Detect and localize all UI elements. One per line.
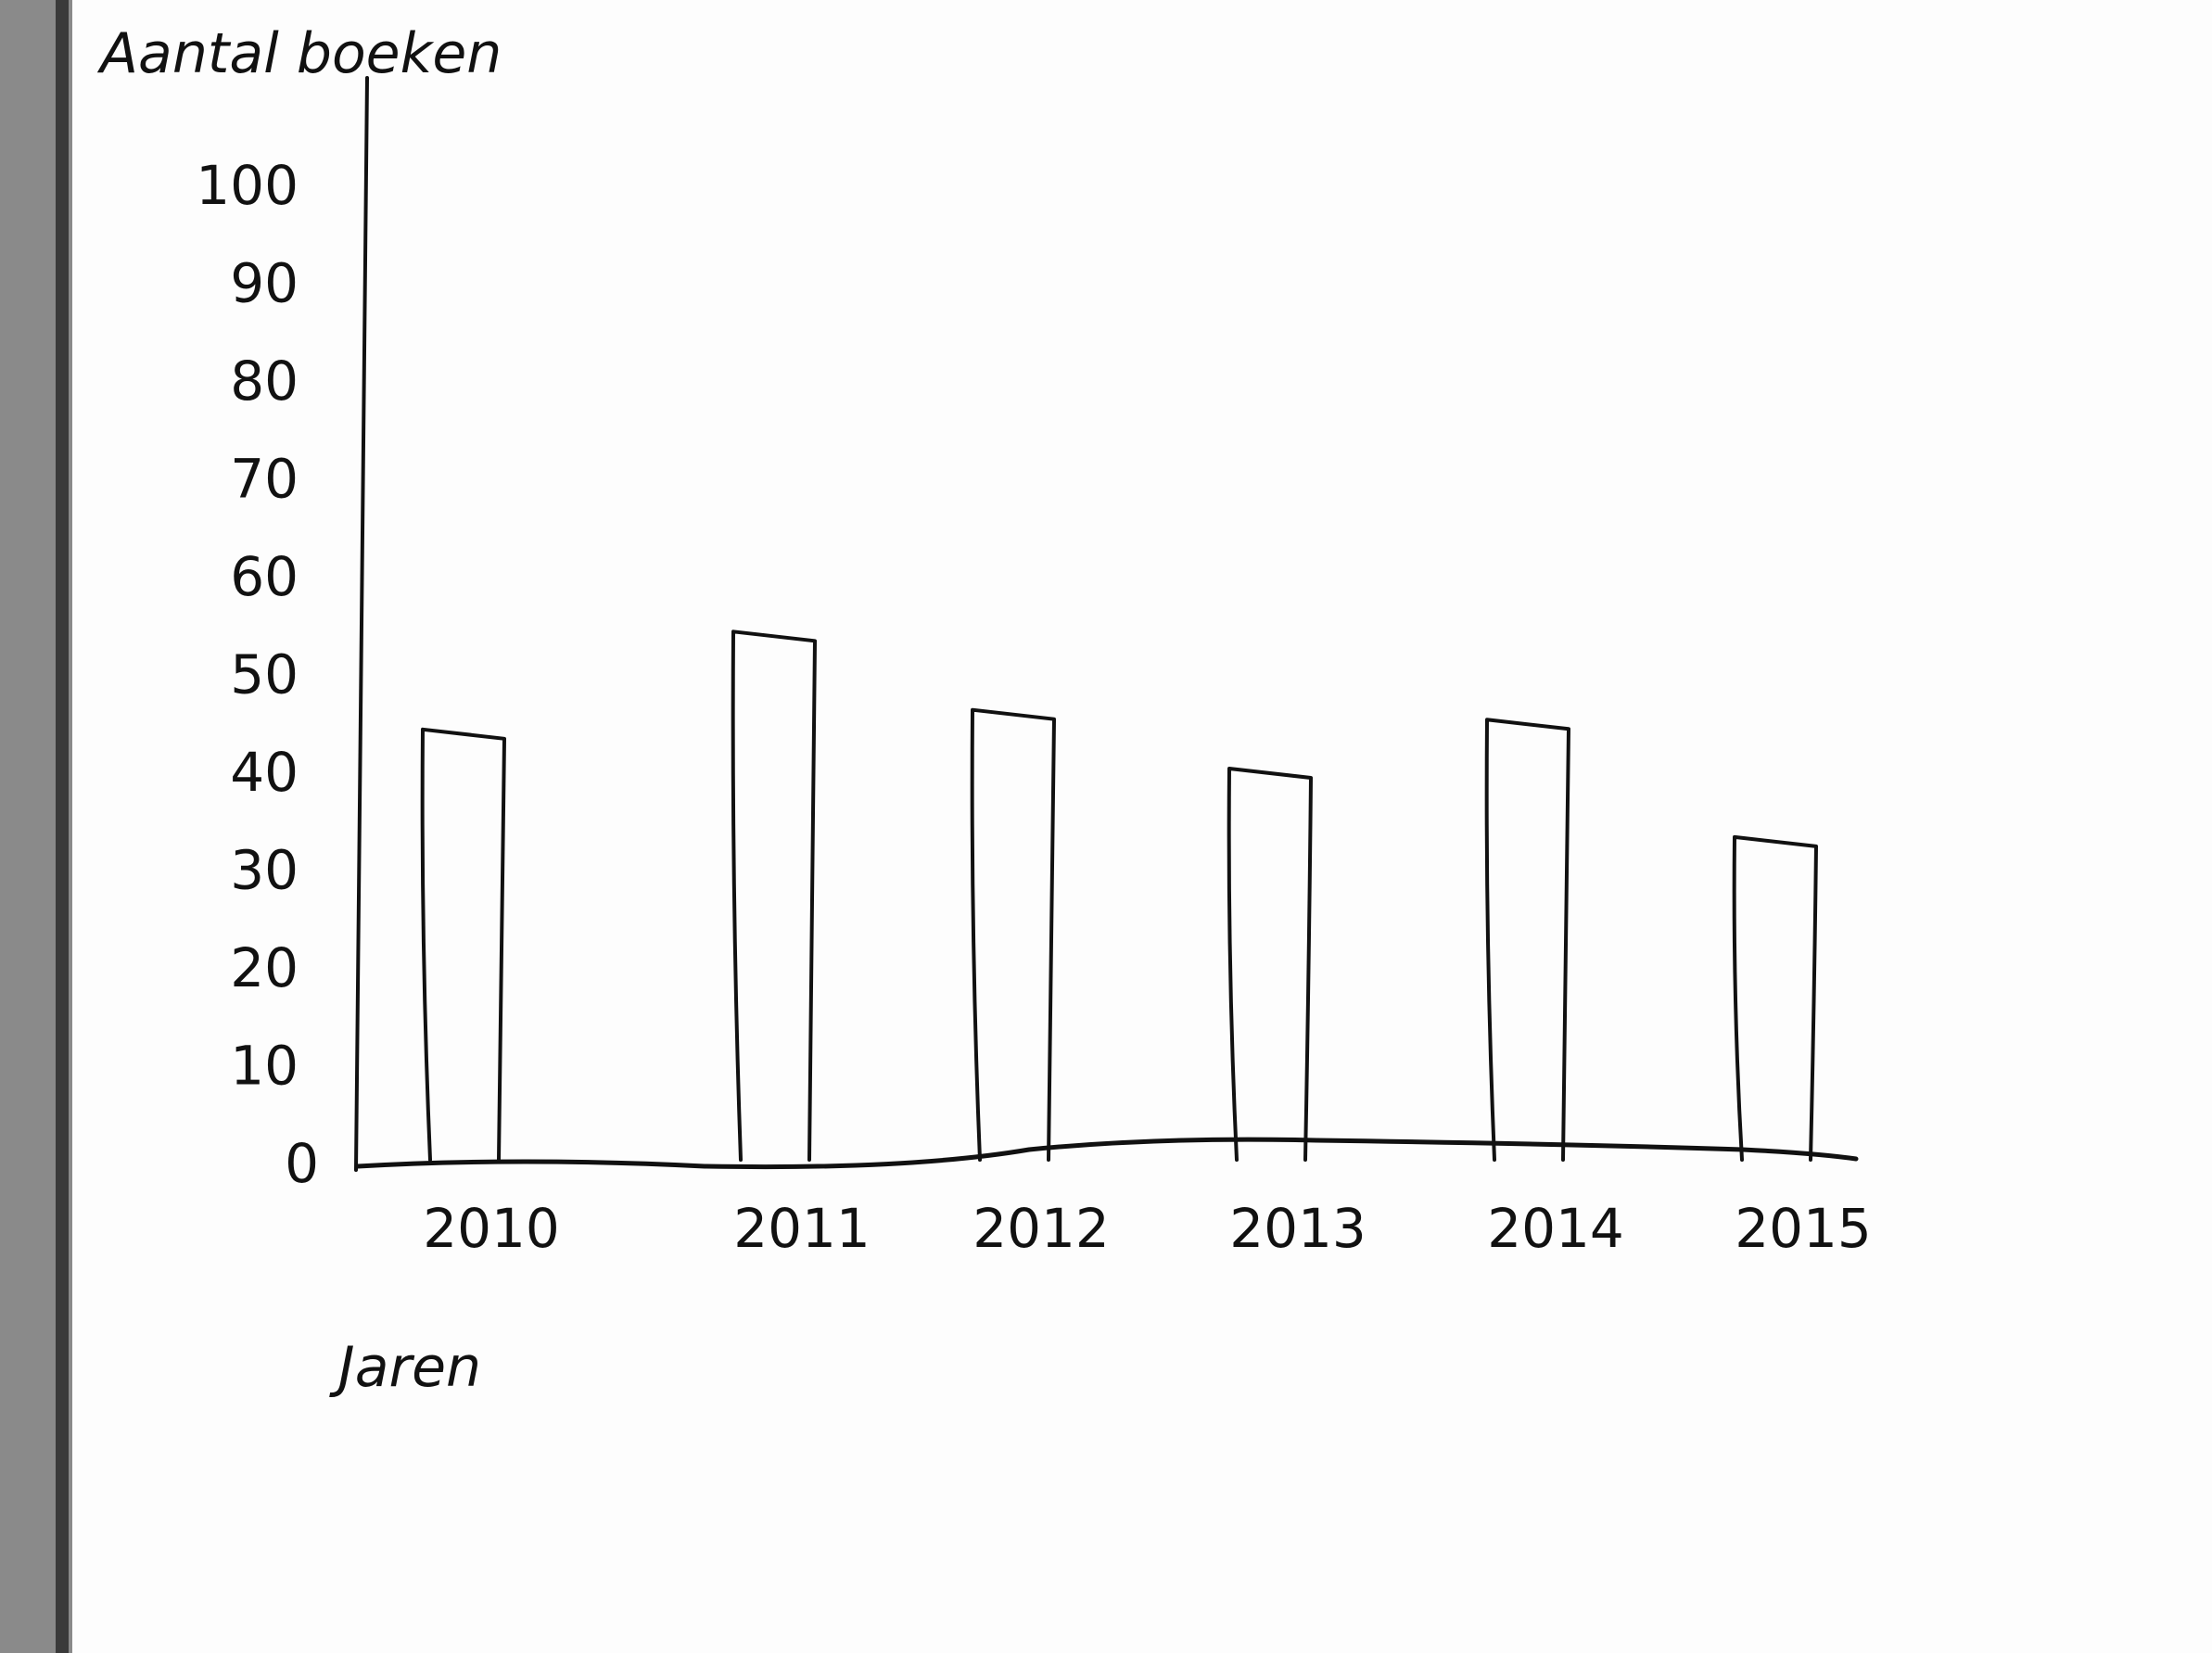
y-tick-label: 50 — [230, 643, 299, 706]
y-tick-label: 10 — [230, 1035, 299, 1098]
x-tick-label-2013: 2013 — [1229, 1197, 1367, 1260]
bar-2010 — [420, 727, 506, 1162]
y-axis-title: Aantal boeken — [96, 21, 502, 86]
y-tick-label: 40 — [230, 741, 299, 804]
x-axis-title: Jaren — [329, 1335, 481, 1400]
bar-2012 — [970, 707, 1056, 1162]
y-tick-label: 70 — [230, 448, 299, 511]
bars — [420, 629, 1818, 1162]
x-tick-labels: 2010 2011 2012 2013 2014 2015 — [423, 1197, 1872, 1260]
y-tick-label: 0 — [285, 1132, 319, 1195]
x-tick-label-2011: 2011 — [733, 1197, 871, 1260]
y-tick-label: 20 — [230, 936, 299, 999]
x-axis-line — [355, 1137, 1859, 1170]
x-tick-label-2010: 2010 — [423, 1197, 560, 1260]
y-tick-label: 30 — [230, 839, 299, 902]
y-tick-label: 100 — [196, 154, 299, 217]
y-tick-label: 60 — [230, 545, 299, 608]
y-tick-label: 90 — [230, 252, 299, 315]
paper-edge-highlight — [56, 0, 69, 1653]
x-tick-label-2014: 2014 — [1487, 1197, 1624, 1260]
bar-2015 — [1732, 834, 1818, 1162]
bar-2013 — [1227, 767, 1313, 1162]
y-tick-label: 80 — [230, 350, 299, 413]
x-tick-label-2012: 2012 — [973, 1197, 1110, 1260]
y-axis-line — [354, 76, 369, 1172]
x-tick-label-2015: 2015 — [1735, 1197, 1872, 1260]
bar-2014 — [1484, 718, 1570, 1162]
y-tick-labels: 0 10 20 30 40 50 60 70 80 90 100 — [196, 154, 319, 1195]
bar-2011 — [731, 629, 817, 1162]
